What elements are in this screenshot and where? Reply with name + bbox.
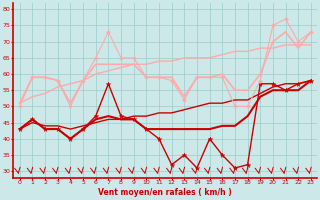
X-axis label: Vent moyen/en rafales ( km/h ): Vent moyen/en rafales ( km/h ) <box>99 188 232 197</box>
